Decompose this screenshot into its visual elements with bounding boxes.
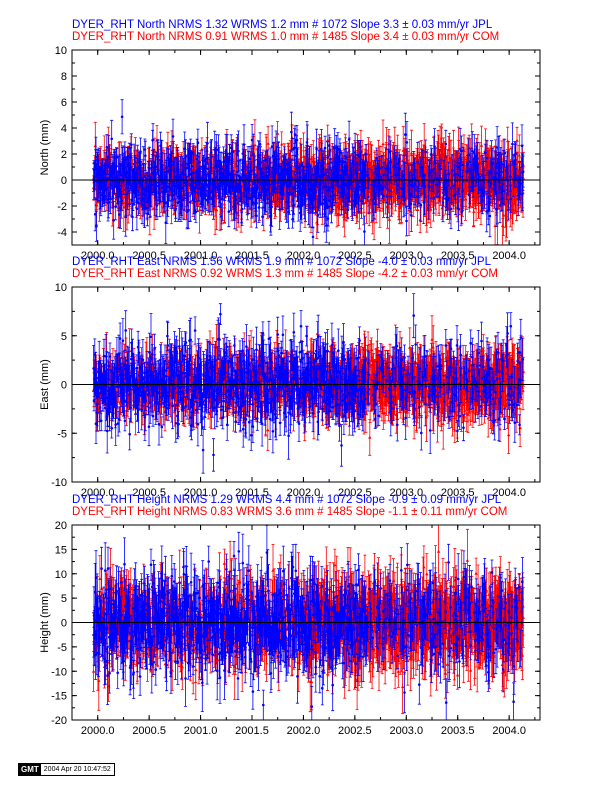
y-tick-label: 10 bbox=[55, 45, 67, 57]
y-tick-label: 5 bbox=[61, 593, 67, 605]
y-tick-label: -2 bbox=[57, 201, 67, 213]
panel-east: DYER_RHT East NRMS 1.56 WRMS 1.9 mm # 10… bbox=[39, 256, 541, 499]
x-tick-label: 2000.0 bbox=[81, 487, 115, 499]
y-tick-label: 10 bbox=[55, 569, 67, 581]
data-layer bbox=[92, 293, 525, 474]
x-tick-label: 2001.5 bbox=[235, 725, 269, 737]
y-tick-label: -20 bbox=[51, 715, 67, 727]
y-tick-label: 0 bbox=[61, 618, 67, 630]
x-tick-label: 2001.0 bbox=[184, 487, 218, 499]
y-tick-label: 5 bbox=[61, 331, 67, 343]
x-tick-label: 2004.0 bbox=[492, 487, 526, 499]
x-tick-label: 2001.0 bbox=[184, 250, 218, 262]
x-tick-label: 2003.0 bbox=[389, 725, 423, 737]
gmt-timestamp-badge: GMT 2004 Apr 20 10:47:52 bbox=[18, 763, 115, 776]
x-tick-label: 2002.0 bbox=[287, 725, 321, 737]
y-tick-label: 10 bbox=[55, 282, 67, 294]
y-tick-label: 4 bbox=[61, 123, 67, 135]
x-tick-label: 2001.5 bbox=[235, 250, 269, 262]
y-tick-label: 8 bbox=[61, 71, 67, 83]
y-tick-label: 0 bbox=[61, 175, 67, 187]
y-tick-label: 6 bbox=[61, 97, 67, 109]
x-tick-label: 2003.0 bbox=[389, 487, 423, 499]
title-north-com: DYER_RHT North NRMS 0.91 WRMS 1.0 mm # 1… bbox=[72, 31, 499, 43]
x-tick-label: 2003.5 bbox=[441, 725, 475, 737]
y-axis-label: North (mm) bbox=[39, 120, 51, 176]
x-tick-label: 2002.5 bbox=[338, 487, 372, 499]
y-axis-label: Height (mm) bbox=[39, 592, 51, 653]
x-tick-label: 2004.0 bbox=[492, 250, 526, 262]
data-layer bbox=[91, 99, 525, 245]
series-jpl bbox=[92, 525, 524, 720]
title-east-com: DYER_RHT East NRMS 0.92 WRMS 1.3 mm # 14… bbox=[72, 268, 498, 280]
y-axis-label: East (mm) bbox=[39, 359, 51, 410]
title-height-com: DYER_RHT Height NRMS 0.83 WRMS 3.6 mm # … bbox=[72, 506, 507, 518]
title-east-jpl: DYER_RHT East NRMS 1.56 WRMS 1.9 mm # 10… bbox=[72, 256, 492, 268]
y-tick-label: 2 bbox=[61, 149, 67, 161]
x-tick-label: 2000.0 bbox=[81, 250, 115, 262]
x-tick-label: 2001.5 bbox=[235, 487, 269, 499]
x-tick-label: 2002.0 bbox=[287, 487, 321, 499]
y-tick-label: -10 bbox=[51, 477, 67, 489]
gmt-logo: GMT bbox=[19, 764, 41, 775]
panel-north: DYER_RHT North NRMS 1.32 WRMS 1.2 mm # 1… bbox=[39, 19, 541, 262]
y-tick-label: 20 bbox=[55, 520, 67, 532]
y-tick-label: -5 bbox=[57, 642, 67, 654]
data-layer bbox=[91, 525, 525, 720]
points-jpl bbox=[92, 550, 524, 708]
y-tick-label: -15 bbox=[51, 691, 67, 703]
y-tick-label: 15 bbox=[55, 544, 67, 556]
x-tick-label: 2000.0 bbox=[81, 725, 115, 737]
x-tick-label: 2002.5 bbox=[338, 250, 372, 262]
y-tick-label: -4 bbox=[57, 227, 67, 239]
y-tick-label: -10 bbox=[51, 666, 67, 678]
x-tick-label: 2001.0 bbox=[184, 725, 218, 737]
title-north-jpl: DYER_RHT North NRMS 1.32 WRMS 1.2 mm # 1… bbox=[72, 19, 493, 31]
plot-timestamp: 2004 Apr 20 10:47:52 bbox=[40, 764, 114, 775]
y-tick-label: -5 bbox=[57, 428, 67, 440]
x-tick-label: 2003.5 bbox=[441, 250, 475, 262]
plot-frame bbox=[71, 49, 541, 246]
y-tick-label: 0 bbox=[61, 380, 67, 392]
panel-height: DYER_RHT Height NRMS 1.29 WRMS 4.4 mm # … bbox=[39, 494, 541, 737]
title-height-jpl: DYER_RHT Height NRMS 1.29 WRMS 4.4 mm # … bbox=[72, 494, 502, 506]
x-tick-label: 2000.5 bbox=[132, 725, 166, 737]
x-tick-label: 2003.0 bbox=[389, 250, 423, 262]
x-tick-label: 2000.5 bbox=[132, 487, 166, 499]
x-tick-label: 2004.0 bbox=[492, 725, 526, 737]
x-tick-label: 2003.5 bbox=[441, 487, 475, 499]
x-tick-label: 2002.0 bbox=[287, 250, 321, 262]
x-tick-label: 2002.5 bbox=[338, 725, 372, 737]
x-tick-label: 2000.5 bbox=[132, 250, 166, 262]
